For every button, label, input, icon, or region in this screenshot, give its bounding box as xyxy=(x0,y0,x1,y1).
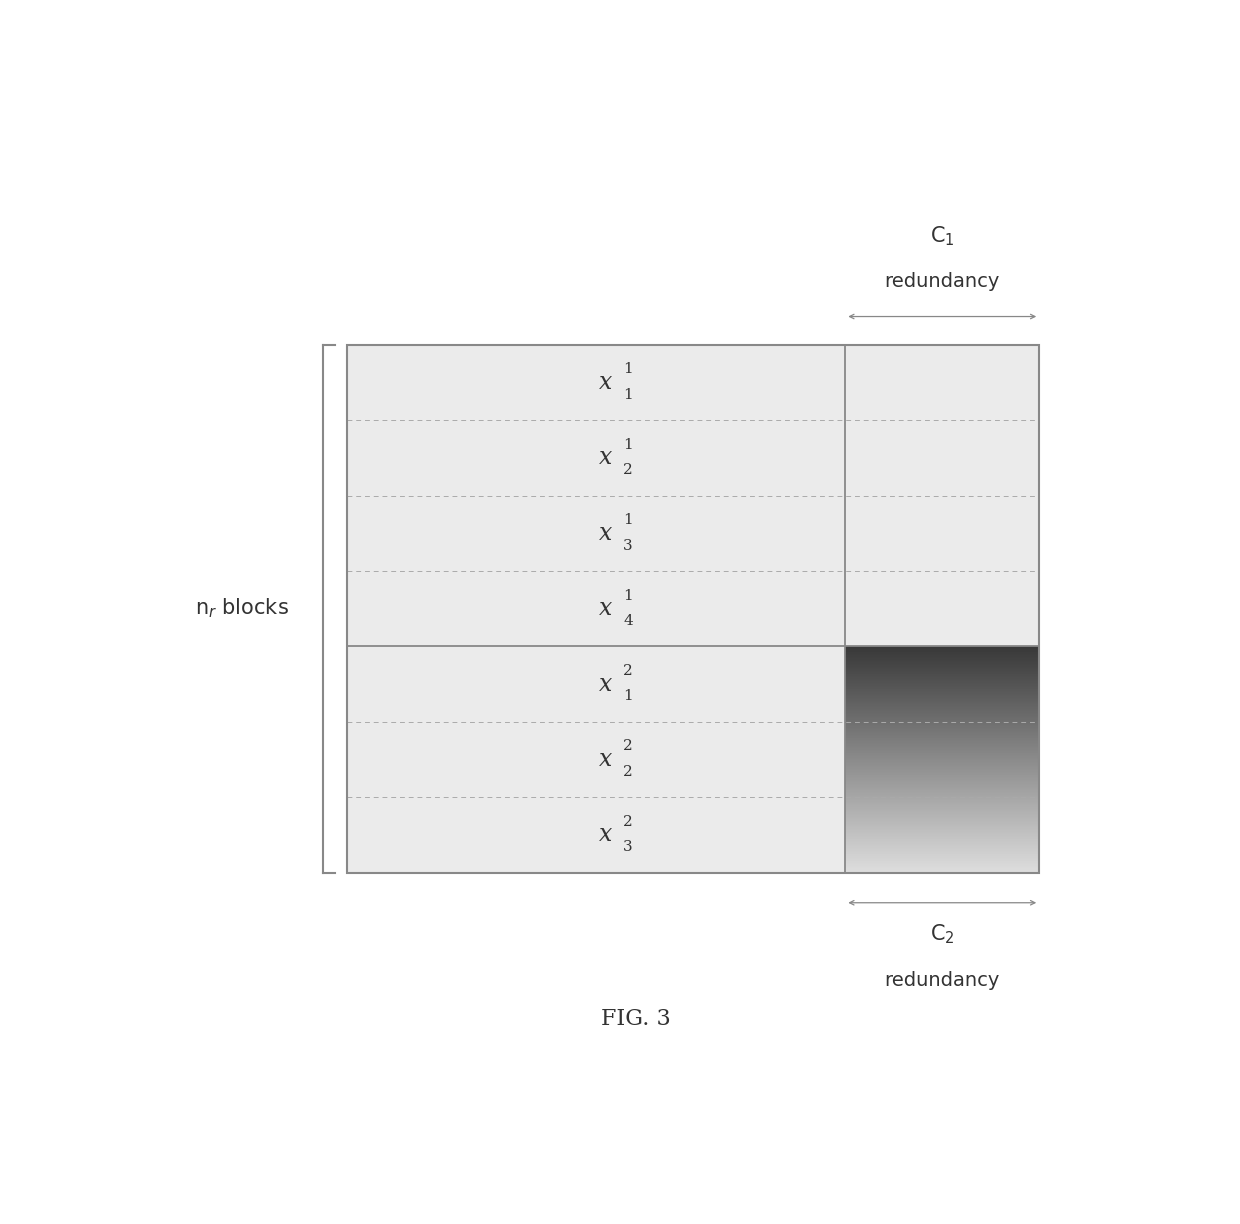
Text: 1: 1 xyxy=(624,362,632,376)
Text: 3: 3 xyxy=(624,539,632,552)
Text: 1: 1 xyxy=(624,513,632,528)
Text: C$_2$: C$_2$ xyxy=(930,922,955,946)
Text: 4: 4 xyxy=(624,614,632,628)
Text: redundancy: redundancy xyxy=(884,272,999,291)
Bar xyxy=(347,345,1039,873)
Text: x: x xyxy=(599,371,613,394)
Text: x: x xyxy=(599,447,613,469)
Text: x: x xyxy=(599,673,613,695)
Bar xyxy=(347,345,846,873)
Text: 1: 1 xyxy=(624,589,632,602)
Text: 2: 2 xyxy=(624,739,632,753)
Text: x: x xyxy=(599,521,613,545)
Text: x: x xyxy=(599,597,613,621)
Text: x: x xyxy=(599,824,613,846)
Text: redundancy: redundancy xyxy=(884,972,999,990)
Text: 1: 1 xyxy=(624,388,632,401)
Bar xyxy=(846,345,1039,646)
Text: 2: 2 xyxy=(624,765,632,778)
Text: 1: 1 xyxy=(624,689,632,704)
Text: 2: 2 xyxy=(624,815,632,829)
Text: n$_r$ blocks: n$_r$ blocks xyxy=(195,597,289,621)
Text: 2: 2 xyxy=(624,663,632,678)
Text: 1: 1 xyxy=(624,438,632,452)
Text: 3: 3 xyxy=(624,840,632,854)
Text: C$_1$: C$_1$ xyxy=(930,225,955,248)
Text: 2: 2 xyxy=(624,463,632,477)
Text: FIG. 3: FIG. 3 xyxy=(600,1007,671,1029)
Text: x: x xyxy=(599,748,613,771)
